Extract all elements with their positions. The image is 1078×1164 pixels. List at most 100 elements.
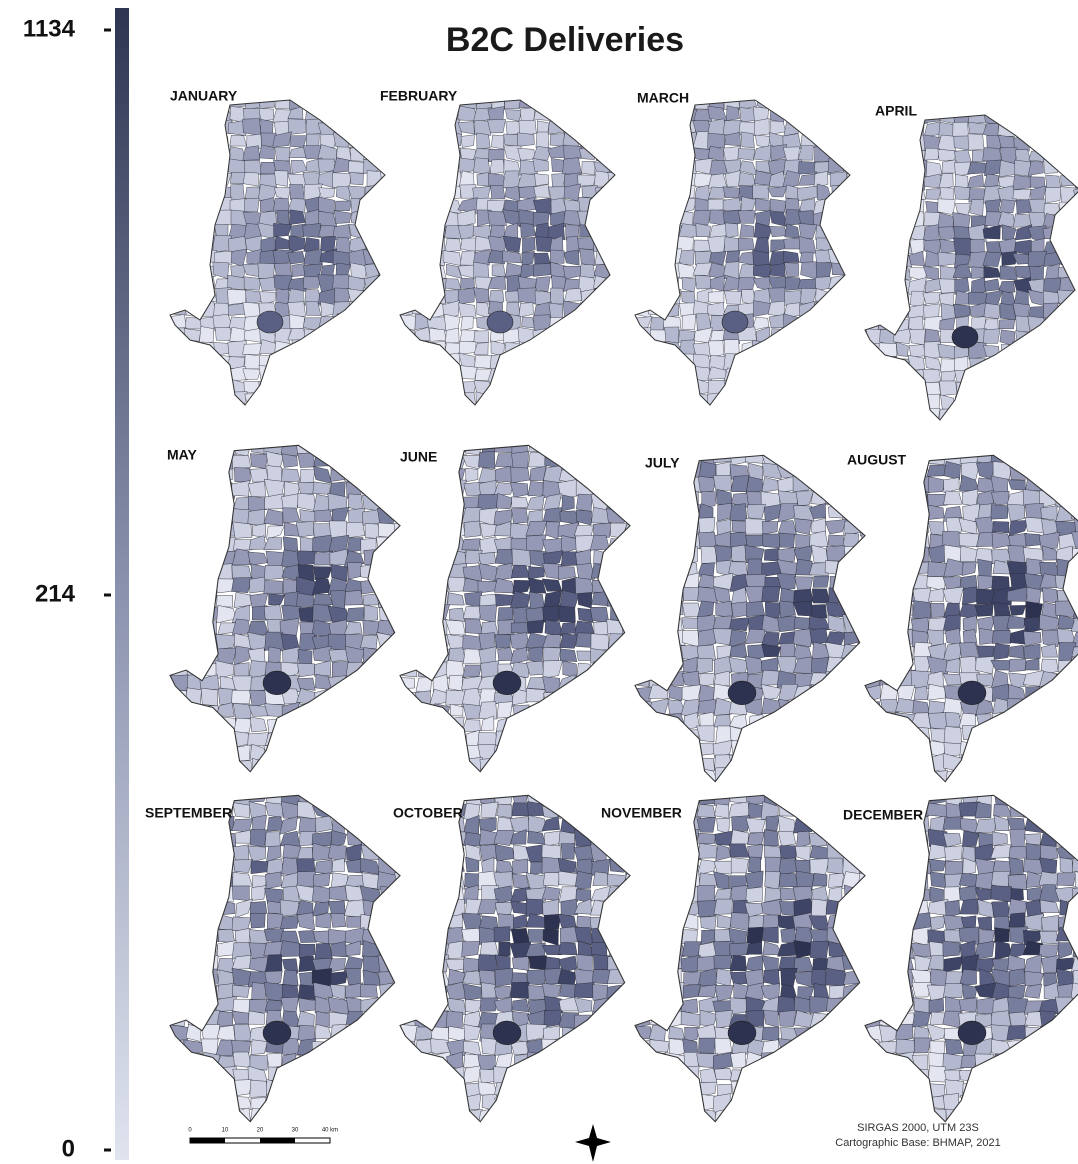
district xyxy=(1025,1095,1044,1111)
district xyxy=(298,998,317,1012)
district xyxy=(376,552,397,567)
district xyxy=(169,774,188,788)
district xyxy=(399,902,416,918)
district xyxy=(682,1111,698,1126)
district xyxy=(633,214,648,227)
district xyxy=(513,705,529,720)
district xyxy=(251,1040,268,1055)
district xyxy=(415,563,431,581)
district xyxy=(398,262,415,278)
district xyxy=(610,133,625,146)
district xyxy=(378,730,396,749)
district xyxy=(265,494,284,509)
district xyxy=(167,730,185,749)
district xyxy=(633,239,650,254)
district xyxy=(168,198,185,213)
district xyxy=(714,787,730,805)
district xyxy=(430,732,450,745)
district xyxy=(971,267,984,278)
district xyxy=(314,772,329,788)
district xyxy=(513,914,528,928)
district xyxy=(318,367,337,382)
district xyxy=(878,356,897,370)
district xyxy=(827,1013,845,1025)
district xyxy=(728,1021,756,1045)
district xyxy=(1042,630,1060,647)
district xyxy=(622,1041,642,1052)
district xyxy=(746,1068,763,1080)
district xyxy=(1071,930,1078,941)
district xyxy=(277,366,292,383)
district xyxy=(1009,789,1027,805)
district xyxy=(478,772,499,788)
district xyxy=(651,171,665,188)
district xyxy=(811,448,829,465)
district xyxy=(929,999,944,1014)
district xyxy=(679,367,697,382)
district xyxy=(186,171,200,188)
district xyxy=(894,201,911,215)
district xyxy=(314,439,330,454)
district xyxy=(651,943,669,956)
district xyxy=(171,132,187,148)
district xyxy=(858,956,877,971)
district xyxy=(669,519,683,536)
district xyxy=(168,288,187,304)
district xyxy=(896,726,913,745)
district xyxy=(284,731,301,746)
district xyxy=(1025,971,1044,985)
district xyxy=(860,589,875,605)
district xyxy=(861,614,879,630)
district xyxy=(415,537,434,552)
district xyxy=(861,784,876,798)
district xyxy=(188,732,205,749)
district xyxy=(1041,506,1058,521)
district xyxy=(519,342,535,355)
district xyxy=(634,873,653,887)
district xyxy=(708,174,727,189)
district xyxy=(611,758,625,775)
district xyxy=(812,873,827,886)
district xyxy=(927,771,948,787)
district xyxy=(1058,344,1076,355)
district xyxy=(443,250,461,265)
district xyxy=(559,702,577,721)
district xyxy=(545,791,562,804)
district xyxy=(1072,1052,1078,1068)
district xyxy=(429,406,446,421)
district xyxy=(878,382,897,396)
district xyxy=(682,277,697,292)
district xyxy=(793,714,812,730)
district xyxy=(344,1096,363,1112)
district xyxy=(858,740,879,757)
district xyxy=(510,647,528,664)
district xyxy=(1009,846,1027,859)
district xyxy=(1009,659,1026,672)
district xyxy=(596,301,609,315)
district xyxy=(232,819,253,832)
district xyxy=(897,547,915,563)
district xyxy=(379,788,394,806)
district xyxy=(879,147,893,164)
district xyxy=(610,439,627,455)
district xyxy=(396,619,412,637)
district xyxy=(393,843,413,858)
district xyxy=(167,1013,186,1026)
district xyxy=(248,509,265,526)
district xyxy=(415,997,435,1015)
district xyxy=(828,249,847,264)
district xyxy=(527,1110,546,1125)
district xyxy=(625,1066,642,1083)
district xyxy=(894,769,914,783)
district xyxy=(725,171,740,187)
district xyxy=(828,615,845,633)
district xyxy=(521,353,534,371)
district xyxy=(429,290,446,303)
month-label: JANUARY xyxy=(170,88,238,104)
district xyxy=(564,250,579,265)
district xyxy=(724,380,742,395)
district xyxy=(682,671,700,687)
district xyxy=(560,1109,575,1124)
district xyxy=(746,1108,766,1124)
district xyxy=(379,580,397,595)
